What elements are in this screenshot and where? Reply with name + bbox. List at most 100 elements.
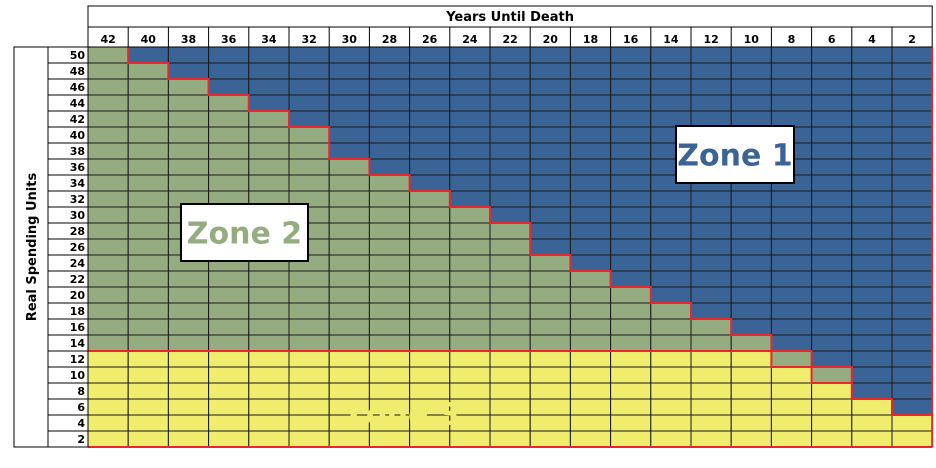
- cell-zone-1: [127, 46, 169, 64]
- cell-zone-2: [127, 222, 169, 240]
- y-tick-label: 38: [70, 145, 85, 158]
- y-tick-label: 32: [70, 193, 85, 206]
- cell-zone-1: [449, 158, 491, 176]
- cell-zone-3: [529, 366, 571, 384]
- y-tick-label: 42: [70, 113, 85, 126]
- y-tick-label: 26: [70, 241, 86, 254]
- cell-zone-1: [449, 94, 491, 112]
- cell-zone-1: [770, 334, 813, 352]
- cell-zone-2: [409, 286, 451, 304]
- cell-zone-1: [409, 142, 451, 160]
- cell-zone-1: [489, 62, 531, 80]
- cell-zone-2: [368, 190, 411, 208]
- cell-zone-1: [730, 270, 772, 288]
- cell-zone-1: [770, 302, 813, 320]
- cell-zone-1: [811, 238, 853, 256]
- cell-zone-1: [449, 110, 491, 128]
- cell-zone-3: [87, 414, 129, 432]
- y-tick-label: 48: [70, 65, 85, 78]
- cell-zone-2: [288, 142, 330, 160]
- x-tick-label: 30: [342, 33, 358, 46]
- cell-zone-2: [127, 286, 169, 304]
- cell-zone-2: [610, 318, 652, 336]
- cell-zone-2: [449, 222, 491, 240]
- x-axis-title: Years Until Death: [445, 10, 574, 25]
- cell-zone-1: [449, 78, 491, 96]
- cell-zone-1: [368, 62, 411, 80]
- cell-zone-1: [851, 238, 893, 256]
- cell-zone-2: [167, 334, 210, 352]
- cell-zone-2: [569, 270, 612, 288]
- cell-zone-2: [368, 302, 411, 320]
- cell-zone-1: [851, 270, 893, 288]
- cell-zone-1: [328, 78, 370, 96]
- zone-label-3: Zone 3: [344, 398, 459, 433]
- zone-labels: Zone 1 Zone 2 Zone 3: [180, 125, 795, 433]
- cell-zone-1: [328, 142, 370, 160]
- cell-zone-1: [208, 62, 250, 80]
- cell-zone-2: [288, 318, 330, 336]
- cell-zone-1: [569, 46, 612, 64]
- cell-zone-1: [368, 126, 411, 144]
- cell-zone-3: [208, 414, 250, 432]
- cell-zone-3: [127, 366, 169, 384]
- cell-zone-3: [730, 366, 772, 384]
- cell-zone-1: [449, 62, 491, 80]
- cell-zone-2: [409, 334, 451, 352]
- y-tick-label: 14: [70, 337, 86, 350]
- cell-zone-2: [328, 270, 370, 288]
- cell-zone-2: [368, 286, 411, 304]
- cell-zone-1: [811, 158, 853, 176]
- cell-zone-1: [811, 302, 853, 320]
- cell-zone-2: [328, 238, 370, 256]
- cell-zone-2: [328, 302, 370, 320]
- cell-zone-1: [770, 238, 813, 256]
- cell-zone-3: [248, 414, 290, 432]
- cell-zone-3: [489, 398, 531, 416]
- cell-zone-1: [248, 46, 290, 64]
- cell-zone-1: [770, 318, 813, 336]
- cell-zone-1: [811, 350, 853, 368]
- cell-zone-2: [328, 318, 370, 336]
- cell-zone-1: [610, 174, 652, 192]
- cell-zone-2: [248, 110, 290, 128]
- cell-zone-1: [851, 254, 893, 272]
- cell-zone-2: [650, 318, 692, 336]
- cell-zone-1: [529, 206, 571, 224]
- cell-zone-1: [730, 62, 772, 80]
- cell-zone-3: [409, 366, 451, 384]
- cell-zone-1: [730, 238, 772, 256]
- cell-zone-2: [368, 270, 411, 288]
- cell-zone-2: [409, 206, 451, 224]
- cell-zone-2: [208, 270, 250, 288]
- x-tick-label: 22: [502, 33, 517, 46]
- cell-zone-1: [529, 62, 571, 80]
- cell-zone-1: [891, 222, 933, 240]
- cell-zone-2: [409, 302, 451, 320]
- cell-zone-2: [529, 254, 571, 272]
- cell-zone-2: [449, 286, 491, 304]
- cell-zone-2: [328, 286, 370, 304]
- cell-zone-1: [167, 62, 210, 80]
- cell-zone-3: [529, 350, 571, 368]
- cell-zone-2: [328, 190, 370, 208]
- cell-zone-1: [811, 318, 853, 336]
- cell-zone-1: [770, 270, 813, 288]
- cell-zone-2: [87, 318, 129, 336]
- cell-zone-3: [569, 414, 612, 432]
- cell-zone-1: [650, 286, 692, 304]
- cell-zone-3: [288, 366, 330, 384]
- grid-cells: [87, 46, 933, 448]
- cell-zone-2: [368, 238, 411, 256]
- cell-zone-2: [449, 302, 491, 320]
- cell-zone-1: [851, 382, 893, 400]
- cell-zone-1: [288, 110, 330, 128]
- cell-zone-3: [811, 398, 853, 416]
- cell-zone-1: [529, 190, 571, 208]
- cell-zone-1: [730, 318, 772, 336]
- cell-zone-2: [87, 142, 129, 160]
- cell-zone-1: [851, 174, 893, 192]
- cell-zone-3: [569, 398, 612, 416]
- cell-zone-1: [288, 62, 330, 80]
- cell-zone-1: [529, 78, 571, 96]
